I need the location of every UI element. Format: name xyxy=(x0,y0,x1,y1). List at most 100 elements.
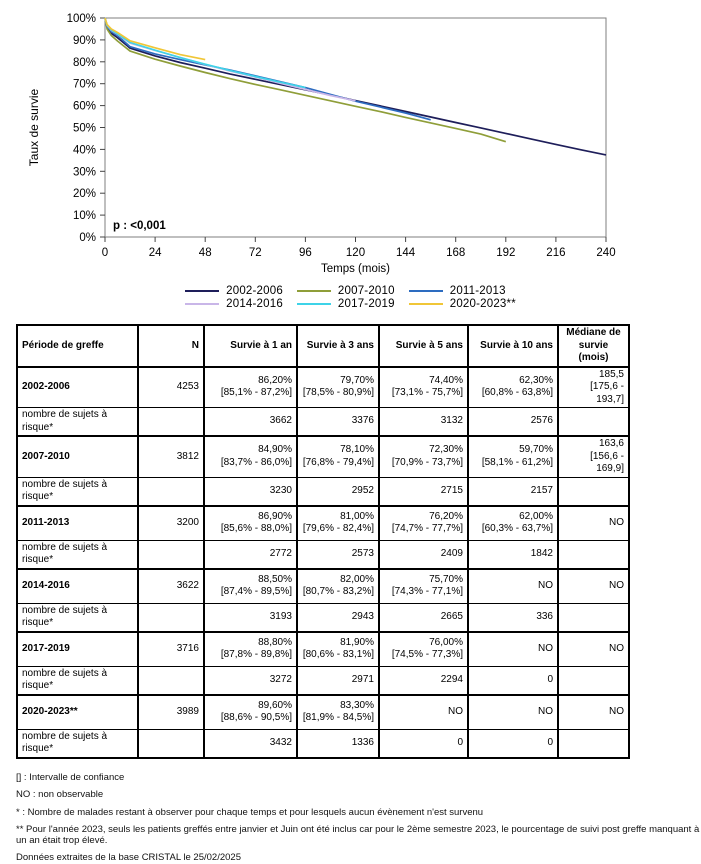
y-tick-label: 20% xyxy=(73,188,96,200)
period-cell: 2017-2019 xyxy=(16,630,139,666)
confidence-interval: [78,5% - 80,9%] xyxy=(302,387,374,399)
table-cell xyxy=(557,602,630,632)
legend-item-2014-2016: 2014-2016 xyxy=(185,298,283,310)
survival-table-wrapper: Période de greffe N Survie à 1 an Survie à … xyxy=(16,324,701,759)
table-cell: NO xyxy=(557,567,630,603)
table-row-at-risk: nombre de sujets à risque* 3193 2943 2665 33… xyxy=(16,602,630,632)
n-cell: 3989 xyxy=(137,693,205,729)
risk-count-cell: 2576 xyxy=(467,407,559,436)
confidence-interval: [85,1% - 87,2%] xyxy=(220,387,292,399)
table-row-at-risk: nombre de sujets à risque* 2772 2573 2409 18… xyxy=(16,539,630,569)
confidence-interval: [79,6% - 82,4%] xyxy=(302,523,374,534)
table-row-at-risk: nombre de sujets à risque* 3230 2952 2715 21… xyxy=(16,476,630,506)
x-tick-label: 192 xyxy=(496,247,515,259)
table-cell: 86,90% [85,6% - 88,0%] xyxy=(203,504,298,540)
table-cell xyxy=(557,665,630,695)
x-tick-label: 72 xyxy=(249,247,262,259)
survival-value: 86,90% xyxy=(258,510,292,522)
survival-value: 81,00% xyxy=(340,510,374,522)
y-tick-label: 0% xyxy=(79,232,96,244)
table-cell: NO xyxy=(378,693,469,729)
period-cell: 2020-2023** xyxy=(16,693,139,729)
table-row-period-2017-2019: 2017-2019 3716 88,80% [87,8% - 89,8%] 81,90%… xyxy=(16,630,630,666)
survival-value: 185,5 xyxy=(598,368,624,380)
legend-label: 2011-2013 xyxy=(449,285,506,297)
table-row-at-risk: nombre de sujets à risque* 3662 3376 3132 25… xyxy=(16,407,630,436)
period-cell: 2011-2013 xyxy=(16,504,139,540)
footnote-at-risk: * : Nombre de malades restant à observer… xyxy=(16,806,484,818)
n-cell: 4253 xyxy=(137,365,205,408)
table-cell xyxy=(137,539,205,569)
table-cell: 83,30% [81,9% - 84,5%] xyxy=(296,693,380,729)
confidence-interval: [85,6% - 88,0%] xyxy=(220,523,292,534)
confidence-interval: [74,5% - 77,3%] xyxy=(391,649,463,660)
legend-item-2002-2006: 2002-2006 xyxy=(185,285,283,297)
survival-value: NO xyxy=(538,642,553,654)
x-tick-label: 144 xyxy=(396,247,416,259)
column-header: Survie à 10 ans xyxy=(467,325,559,368)
table-header: Période de greffe N Survie à 1 an Survie à … xyxy=(16,325,630,368)
footnote-not-observable: NO : non observable xyxy=(16,789,104,800)
confidence-interval: [87,8% - 89,8%] xyxy=(220,649,292,660)
confidence-interval: [80,6% - 83,1%] xyxy=(302,649,374,660)
risk-count-cell: 3376 xyxy=(296,407,380,436)
table-row-at-risk: nombre de sujets à risque* 3432 1336 0 0 xyxy=(16,728,630,758)
table-cell xyxy=(137,728,205,758)
risk-count-cell: 3193 xyxy=(203,602,298,632)
survival-value: 88,80% xyxy=(258,636,292,648)
footnote-2023-inclusion: ** Pour l'année 2023, seuls les patients… xyxy=(16,824,700,846)
risk-count-cell: 2665 xyxy=(378,602,469,632)
legend-item-2017-2019: 2017-2019 xyxy=(296,298,395,310)
risk-label-cell: nombre de sujets à risque* xyxy=(16,728,139,758)
legend-swatch-icon xyxy=(185,303,220,305)
risk-count-cell: 0 xyxy=(467,665,559,695)
table-cell: 59,70% [58,1% - 61,2%] xyxy=(467,435,559,477)
period-cell: 2014-2016 xyxy=(16,567,139,603)
table-cell: 76,00% [74,5% - 77,3%] xyxy=(378,630,469,666)
legend-item-2020-2023**: 2020-2023** xyxy=(408,298,516,310)
confidence-interval: [74,3% - 77,1%] xyxy=(391,586,463,597)
legend-label: 2002-2006 xyxy=(226,285,283,297)
table-header-row: Période de greffe N Survie à 1 an Survie à … xyxy=(16,325,630,368)
table-cell: 62,30% [60,8% - 63,8%] xyxy=(467,365,559,408)
legend-swatch-icon xyxy=(296,290,331,292)
y-tick-label: 30% xyxy=(73,166,96,178)
risk-label-cell: nombre de sujets à risque* xyxy=(16,407,139,436)
risk-count-cell: 2294 xyxy=(378,665,469,695)
risk-count-cell: 2772 xyxy=(203,539,298,569)
confidence-interval: [60,3% - 63,7%] xyxy=(481,523,553,534)
column-header: Survie à 1 an xyxy=(203,325,298,368)
table-body: 2002-2006 4253 86,20% [85,1% - 87,2%] 79,70%… xyxy=(16,365,630,758)
survival-value: 79,70% xyxy=(340,374,374,386)
risk-count-cell: 0 xyxy=(378,728,469,758)
table-cell xyxy=(557,539,630,569)
risk-count-cell: 2715 xyxy=(378,476,469,506)
footnote-confidence-interval: [] : Intervalle de confiance xyxy=(16,771,125,783)
table-cell xyxy=(137,602,205,632)
table-cell: 74,40% [73,1% - 75,7%] xyxy=(378,365,469,408)
legend-item-2011-2013: 2011-2013 xyxy=(408,285,516,297)
risk-count-cell: 3230 xyxy=(203,476,298,506)
risk-count-cell: 2573 xyxy=(296,539,380,569)
legend-swatch-icon xyxy=(408,303,443,305)
table-cell: 84,90% [83,7% - 86,0%] xyxy=(203,435,298,477)
risk-count-cell: 3272 xyxy=(203,665,298,695)
table-cell: 82,00% [80,7% - 83,2%] xyxy=(296,567,380,603)
table-cell: 89,60% [88,6% - 90,5%] xyxy=(203,693,298,729)
table-cell: 78,10% [76,8% - 79,4%] xyxy=(296,435,380,477)
table-row-period-2007-2010: 2007-2010 3812 84,90% [83,7% - 86,0%] 78,10%… xyxy=(16,435,630,477)
legend-swatch-icon xyxy=(296,303,331,305)
legend-label: 2007-2010 xyxy=(337,285,395,297)
table-cell: 62,00% [60,3% - 63,7%] xyxy=(467,504,559,540)
survival-value: 76,20% xyxy=(429,510,463,522)
table-cell xyxy=(137,665,205,695)
legend-swatch-icon xyxy=(185,290,220,292)
survival-value: 76,00% xyxy=(429,636,463,648)
table-cell xyxy=(137,476,205,506)
survival-value: NO xyxy=(609,705,624,717)
n-cell: 3622 xyxy=(137,567,205,603)
survival-table: Période de greffe N Survie à 1 an Survie à … xyxy=(16,324,630,759)
table-cell: 185,5 [175,6 - 193,7] xyxy=(557,365,630,408)
confidence-interval: [83,7% - 86,0%] xyxy=(220,456,292,468)
